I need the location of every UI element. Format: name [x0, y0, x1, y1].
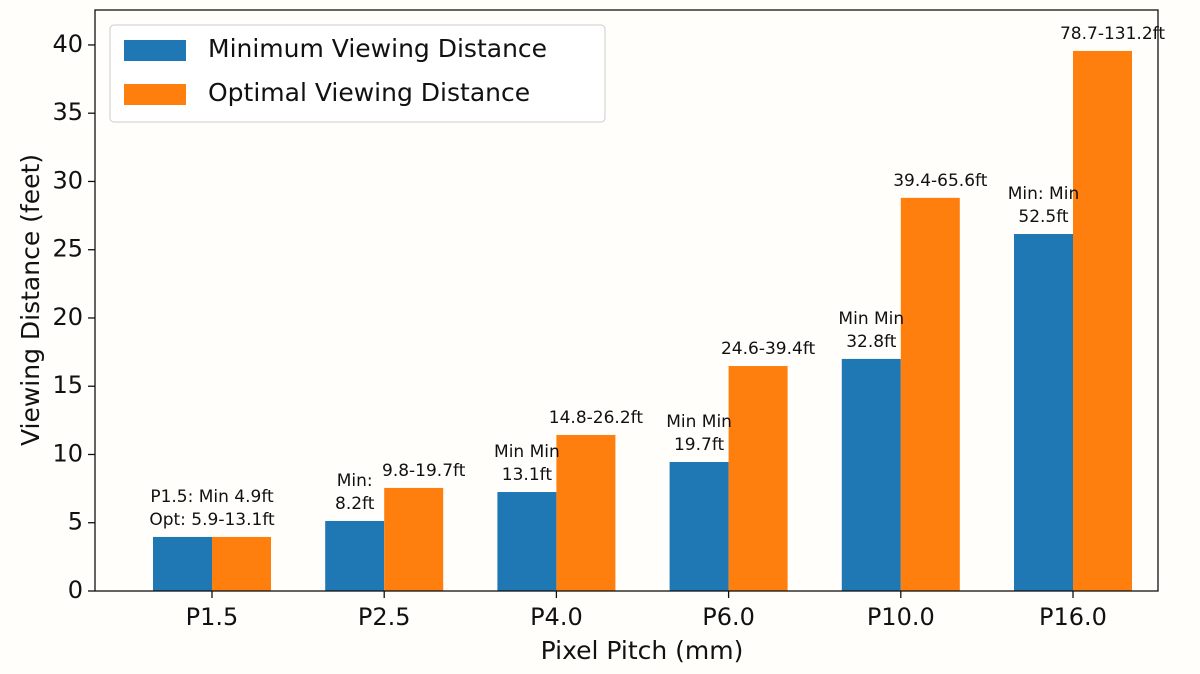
bar-label: Min: — [337, 471, 373, 491]
bar-label: 52.5ft — [1018, 207, 1069, 227]
legend-swatch — [124, 84, 186, 105]
x-tick-label: P4.0 — [530, 603, 583, 631]
bar — [1014, 234, 1073, 591]
bar-label: 13.1ft — [502, 465, 553, 485]
x-tick-label: P1.5 — [186, 603, 239, 631]
bar-label: 78.7-131.2ft — [1060, 24, 1165, 44]
bar — [556, 434, 616, 591]
bar-label: 9.8-19.7ft — [382, 461, 466, 481]
y-tick-label: 20 — [52, 303, 83, 331]
y-tick-label: 25 — [52, 235, 83, 263]
bar — [153, 536, 212, 591]
bar — [325, 520, 385, 591]
bar-label: 24.6-39.4ft — [721, 339, 816, 359]
x-tick-label: P6.0 — [702, 603, 755, 631]
y-tick-label: 10 — [52, 439, 83, 467]
bar-label: P1.5: Min 4.9ft — [150, 487, 274, 507]
bar-label: Min Min — [494, 442, 560, 462]
legend: Minimum Viewing Distance Optimal Viewing … — [109, 24, 606, 123]
bar-label: 32.8ft — [846, 332, 897, 352]
bar-label: 8.2ft — [335, 494, 375, 514]
y-axis-label: Viewing Distance (feet) — [16, 154, 45, 446]
y-tick-label: 0 — [68, 576, 83, 604]
legend-box — [109, 24, 606, 123]
legend-swatch — [124, 40, 186, 61]
y-tick-label: 35 — [52, 98, 83, 126]
bar — [497, 492, 557, 591]
y-tick-label: 15 — [52, 371, 83, 399]
x-tick-label: P16.0 — [1039, 603, 1107, 631]
bar-label: 14.8-26.2ft — [549, 408, 644, 428]
bar — [1073, 50, 1132, 591]
bar — [728, 366, 788, 591]
legend-label: Optimal Viewing Distance — [208, 78, 530, 107]
x-tick-label: P10.0 — [867, 603, 935, 631]
bar-label: Min Min — [666, 412, 732, 432]
bar-label: Opt: 5.9-13.1ft — [149, 510, 275, 530]
bar-label: 39.4-65.6ft — [893, 171, 988, 191]
legend-label: Minimum Viewing Distance — [208, 34, 547, 63]
x-tick-label: P2.5 — [358, 603, 411, 631]
y-tick-label: 30 — [52, 166, 83, 194]
bar — [669, 461, 729, 591]
bar — [841, 358, 901, 591]
bar — [212, 536, 271, 591]
bar-label: Min: Min — [1008, 184, 1079, 204]
plot-frame — [94, 9, 1159, 592]
y-tick-label: 5 — [68, 508, 83, 536]
y-tick-label: 40 — [52, 30, 83, 58]
bar — [900, 197, 960, 591]
bar-label: 19.7ft — [674, 435, 725, 455]
bar — [384, 487, 444, 591]
x-axis-label: Pixel Pitch (mm) — [541, 636, 744, 665]
bar-label: Min Min — [838, 309, 904, 329]
